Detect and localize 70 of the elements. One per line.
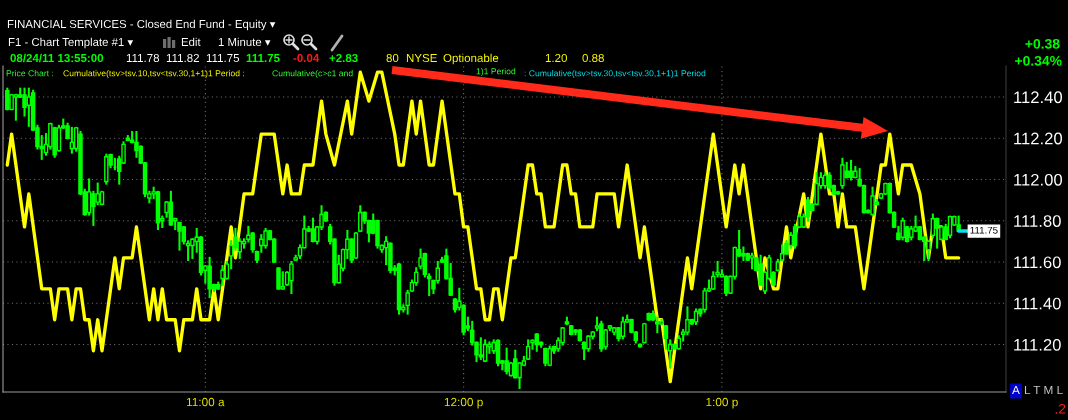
text: +2.83 bbox=[329, 53, 358, 63]
text: 80 bbox=[386, 53, 399, 63]
candlestick bbox=[482, 339, 488, 363]
text: 111.75 bbox=[246, 54, 280, 63]
text: 1 Minute ▾ bbox=[218, 37, 271, 47]
text: L T M L bbox=[1024, 385, 1063, 395]
candlestick bbox=[620, 316, 626, 340]
y-tick-label: 111.80 bbox=[1014, 215, 1061, 227]
candlestick bbox=[478, 337, 484, 361]
text: 111.82 bbox=[166, 53, 199, 63]
candlestick bbox=[56, 124, 62, 152]
annotation: 1)1 Period bbox=[476, 67, 516, 77]
text: +0.38 bbox=[1025, 38, 1060, 49]
candlestick bbox=[840, 157, 845, 189]
candlestick bbox=[177, 221, 182, 251]
candlestick bbox=[168, 190, 174, 226]
text: FINANCIAL SERVICES - Closed End Fund - Equity ▾ bbox=[7, 19, 276, 31]
candlestick bbox=[926, 240, 931, 261]
candlestick bbox=[5, 87, 10, 111]
candlestick bbox=[13, 93, 19, 121]
annotation: Price Chart : bbox=[6, 69, 54, 77]
candlestick bbox=[900, 217, 905, 241]
candlestick bbox=[495, 339, 501, 367]
text: .2 bbox=[1055, 403, 1066, 414]
text: 08/24/11 13:55:00 bbox=[10, 53, 104, 63]
text: +0.34% bbox=[1015, 55, 1062, 66]
annotation: 111.75 bbox=[970, 226, 998, 234]
candlestick bbox=[702, 287, 707, 313]
y-tick-label: 111.40 bbox=[1014, 297, 1061, 310]
x-tick-label: 11:00 a bbox=[186, 397, 225, 407]
x-tick-label: 12:00 p bbox=[444, 397, 483, 409]
candlestick bbox=[26, 87, 32, 127]
annotation: Cumulative(tsv>tsv.10,tsv<tsv.30,1+1)1 Period : bbox=[63, 69, 245, 79]
candlestick bbox=[207, 256, 212, 299]
x-tick-label: 1:00 p bbox=[706, 397, 738, 409]
text: 1.20 bbox=[545, 53, 567, 63]
candlestick bbox=[934, 217, 940, 249]
text: Edit bbox=[181, 37, 201, 47]
candlestick bbox=[358, 205, 363, 233]
candlestick bbox=[95, 182, 100, 206]
candlestick bbox=[547, 345, 552, 367]
candlestick bbox=[289, 260, 294, 294]
text: F1 - Chart Template #1 ▾ bbox=[8, 37, 134, 49]
text: Optionable bbox=[443, 53, 499, 65]
y-tick-label: 112.00 bbox=[1014, 173, 1063, 186]
candlestick bbox=[310, 217, 316, 243]
y-tick-label: 111.20 bbox=[1014, 338, 1061, 351]
annotation: : Cumulative(tsv>tsv.30,tsv<tsv.30,1+1)1 Period bbox=[524, 69, 706, 79]
candlestick bbox=[525, 339, 531, 361]
candlestick bbox=[870, 186, 875, 216]
candlestick bbox=[513, 349, 518, 379]
y-tick-label: 112.40 bbox=[1014, 91, 1063, 104]
text: 111.75 bbox=[206, 54, 240, 63]
annotation: Cumulative(c>c1 and bbox=[272, 69, 353, 79]
y-tick-label: 112.20 bbox=[1014, 132, 1063, 145]
text: 0.88 bbox=[582, 53, 604, 63]
y-tick-label: 111.60 bbox=[1014, 256, 1061, 269]
text: A bbox=[1012, 385, 1020, 395]
candlestick bbox=[723, 275, 729, 297]
candlestick bbox=[663, 324, 669, 350]
candlestick bbox=[220, 265, 225, 286]
candlestick bbox=[947, 215, 953, 239]
candlestick bbox=[504, 347, 509, 375]
candlestick bbox=[642, 322, 647, 344]
candlestick bbox=[276, 267, 281, 290]
candlestick bbox=[263, 227, 268, 249]
text: NYSE bbox=[406, 53, 437, 63]
candlestick bbox=[517, 362, 522, 389]
text: -0.04 bbox=[293, 53, 320, 63]
text: 111.78 bbox=[126, 53, 160, 63]
